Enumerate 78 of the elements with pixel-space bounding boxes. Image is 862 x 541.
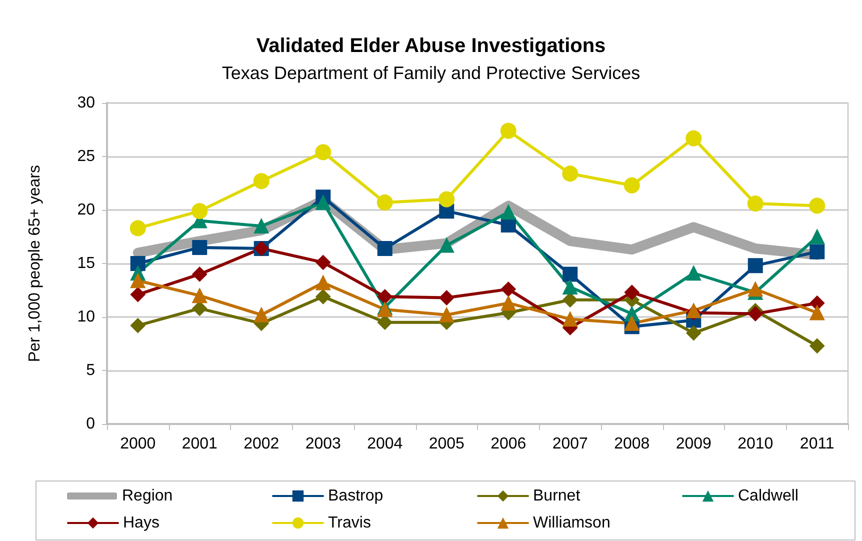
x-tick-label: 2011 [800,436,834,452]
point [810,305,825,320]
point [500,204,516,220]
point [130,318,146,334]
point [624,284,640,300]
x-tick-label: 2008 [614,436,650,452]
point [377,241,392,256]
point [439,238,454,253]
point [562,266,578,282]
y-tick-label: 25 [77,148,96,165]
y-tick-label: 15 [77,255,96,272]
point [192,203,208,220]
y-tick-label: 5 [86,362,96,379]
point [316,195,331,210]
point [686,326,702,341]
point [810,229,825,244]
point [192,240,208,255]
point [562,280,578,295]
point [439,307,454,322]
y-tick-label: 30 [77,94,96,112]
x-tick-label: 2009 [676,436,712,452]
point [624,177,640,194]
point [130,256,146,271]
point [130,220,146,236]
point [192,288,208,304]
y-tick-label: 0 [86,416,96,432]
point [748,282,763,297]
x-tick-label: 2005 [428,436,465,452]
point [562,312,578,327]
point [439,290,454,306]
point [686,130,702,146]
legend-label: Bastrop [328,488,384,504]
x-tick-label: 2001 [182,436,218,452]
point [747,196,764,212]
point [809,198,826,214]
point [500,296,516,311]
x-tick-label: 2006 [490,436,526,452]
x-tick-label: 2007 [552,436,588,452]
point [254,218,269,234]
legend-label: Caldwell [738,488,798,504]
point [500,282,516,297]
chart-title: Validated Elder Abuse Investigations [256,35,606,57]
y-tick-label: 20 [77,202,96,218]
point [192,266,208,282]
point [316,254,331,270]
point [748,306,763,322]
legend-label: Burnet [533,488,581,504]
x-tick-label: 2000 [120,436,156,452]
point [254,307,269,322]
point [810,338,825,354]
point [316,275,331,290]
legend-label: Williamson [533,514,610,532]
point [748,258,763,274]
point [130,287,146,302]
point [377,302,392,318]
x-tick-label: 2010 [738,436,774,452]
point [316,289,331,304]
x-tick-label: 2003 [305,436,342,452]
chart-subtitle: Texas Department of Family and Protective Services [222,63,640,83]
point [253,173,270,190]
point [377,289,392,304]
point [315,144,332,160]
point [438,191,455,208]
x-tick-label: 2004 [367,436,403,452]
x-tick-label: 2002 [244,436,280,452]
legend-label: Region [122,488,173,504]
point [686,266,702,281]
point [376,194,393,211]
legend-label: Travis [328,514,371,532]
y-tick-label: 10 [77,308,96,326]
y-axis-title: Per 1,000 people 65+ years [26,164,44,362]
point [810,244,825,260]
point [562,166,578,182]
legend-label: Hays [123,514,160,532]
point [624,316,640,331]
point [130,273,146,288]
point [810,296,825,311]
point [500,122,516,139]
